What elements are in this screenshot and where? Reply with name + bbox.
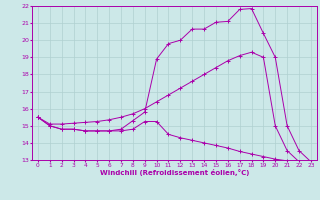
X-axis label: Windchill (Refroidissement éolien,°C): Windchill (Refroidissement éolien,°C) <box>100 169 249 176</box>
